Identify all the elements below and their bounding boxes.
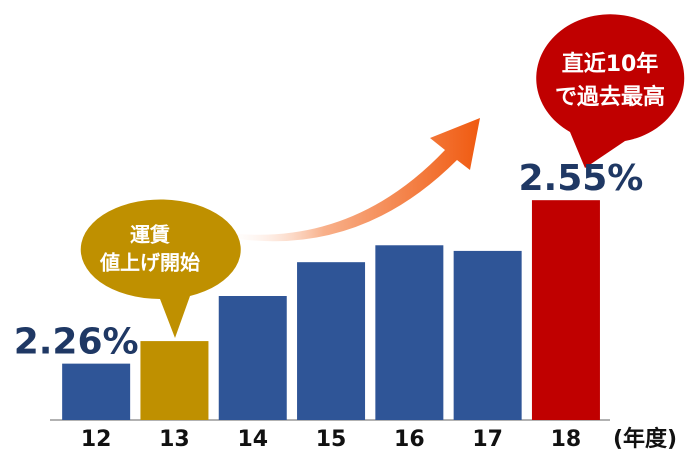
callout-bubble: [80, 199, 241, 338]
x-tick-label: 13: [159, 427, 190, 452]
callout-text: 値上げ開始: [99, 251, 200, 275]
x-tick-label: 18: [551, 427, 582, 452]
x-tick-label: 14: [237, 427, 268, 452]
bar: [531, 200, 600, 420]
bar: [140, 341, 209, 420]
record-text: で過去最高: [555, 84, 665, 110]
x-tick-label: 17: [472, 427, 503, 452]
bar: [375, 245, 444, 420]
record-bubble: [536, 14, 685, 169]
bar: [62, 363, 131, 420]
x-tick-label: 12: [81, 427, 112, 452]
x-tick-label: 16: [394, 427, 425, 452]
callout-text: 運賃: [130, 223, 170, 247]
value-label: 2.26%: [14, 322, 139, 363]
bar: [453, 250, 522, 420]
x-axis-unit: (年度): [613, 426, 677, 452]
record-text: 直近10年: [562, 51, 659, 77]
bar: [297, 262, 366, 420]
bar: [218, 296, 287, 420]
trend-arrow: [220, 118, 480, 242]
x-tick-label: 15: [316, 427, 347, 452]
value-label: 2.55%: [518, 158, 643, 199]
